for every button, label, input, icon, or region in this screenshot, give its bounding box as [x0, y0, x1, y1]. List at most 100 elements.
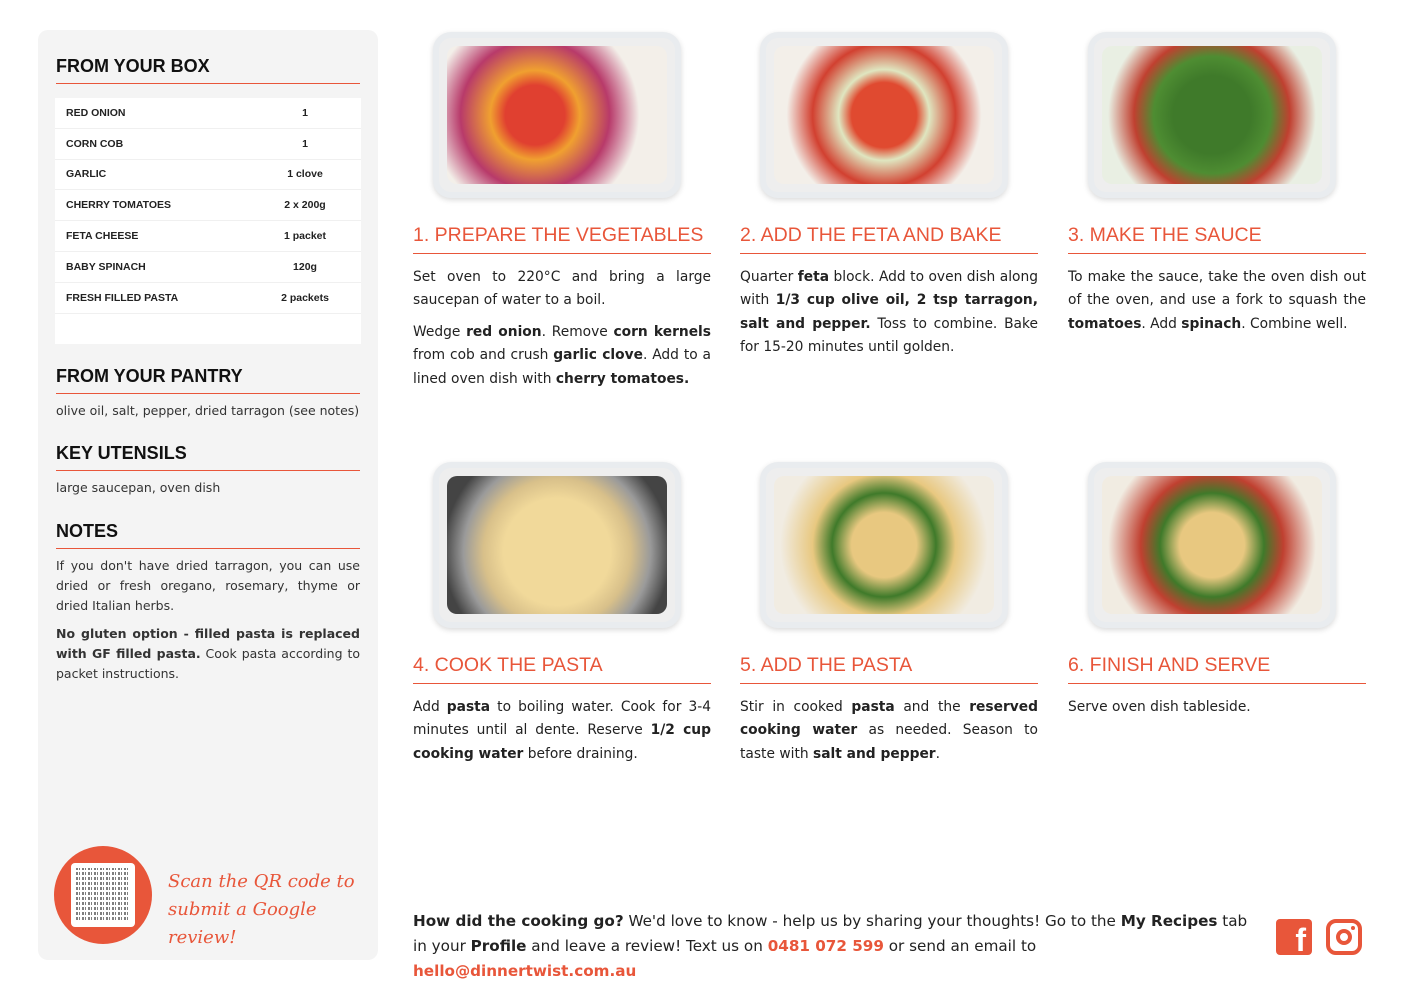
pantry-text: olive oil, salt, pepper, dried tarragon … [56, 403, 360, 418]
step-photo [1088, 462, 1336, 628]
text-segment: feta [797, 269, 830, 285]
facebook-icon[interactable]: f [1276, 919, 1312, 955]
text-segment: block. Add to oven dish along with [740, 269, 1039, 309]
notes-title: NOTES [56, 521, 360, 549]
text-segment: Stir in cooked [740, 699, 852, 715]
text-segment: red onion [466, 323, 542, 340]
text-segment: Cook pasta according to packet instructi… [56, 646, 360, 681]
ingredient-qty: 1 clove [287, 168, 323, 181]
text-segment: . Add [1141, 315, 1182, 332]
sidebar: FROM YOUR BOX RED ONION 1 CORN COB 1 GARLIC 1… [38, 30, 378, 960]
notes-text: If you don't have dried tarragon, you ca… [56, 556, 360, 692]
text-segment: tab in your [413, 912, 1248, 955]
text-segment: . Combine well. [1241, 315, 1348, 332]
qr-caption-line: Scan the QR code to [168, 871, 355, 892]
text-segment: . Add to a lined oven dish with [413, 347, 712, 387]
text-segment: . [935, 745, 940, 762]
step-paragraph: To make the sauce, take the oven dish ou… [1068, 266, 1366, 336]
footer-text: How did the cooking go? We'd love to kno… [413, 909, 1263, 984]
text-segment: No gluten option - filled pasta is repla… [56, 626, 360, 661]
text-segment: Add [413, 699, 447, 715]
step-instructions: Set oven to 220°C and bring a large sauc… [413, 266, 711, 399]
instagram-icon[interactable] [1326, 919, 1362, 955]
ingredient-row: BABY SPINACH 120g [55, 252, 361, 283]
qr-code[interactable] [76, 868, 130, 922]
ingredient-row: FRESH FILLED PASTA 2 packets [55, 283, 361, 314]
step-title: 1. PREPARE THE VEGETABLES [413, 224, 711, 254]
text-segment: to boiling water. Cook for 3-4 minutes u… [413, 699, 711, 739]
text-segment: tomatoes [1068, 315, 1142, 332]
text-segment: 1/3 cup olive oil, 2 tsp tarragon, salt … [740, 292, 1038, 332]
text-segment: We'd love to know - help us by sharing y… [623, 912, 1121, 930]
text-segment: How did the cooking go? [413, 912, 624, 930]
ingredient-name: CORN COB [66, 137, 124, 150]
step-paragraph: Quarter feta block. Add to oven dish alo… [740, 266, 1038, 360]
ingredient-row: GARLIC 1 clove [55, 160, 361, 191]
text-segment: cherry tomatoes. [555, 370, 690, 387]
step-instructions: Stir in cooked pasta and the reserved co… [740, 696, 1038, 774]
text-segment: and leave a review! Text us on [526, 937, 768, 955]
step-paragraph: Add pasta to boiling water. Cook for 3-4… [413, 696, 711, 766]
step-instructions: Quarter feta block. Add to oven dish alo… [740, 266, 1038, 368]
text-segment: pasta [851, 699, 895, 715]
text-segment: before draining. [523, 745, 638, 762]
text-segment: reserved cooking water [740, 699, 1038, 739]
text-segment: corn kernels [613, 323, 711, 340]
text-segment: Set oven to 220°C and bring a large sauc… [413, 269, 711, 309]
text-segment: as needed. Season to taste with [740, 722, 1038, 762]
text-segment: and the [894, 699, 970, 715]
text-segment: Wedge [413, 323, 467, 340]
step-paragraph: Wedge red onion. Remove corn kernels fro… [413, 321, 711, 391]
ingredient-name: FETA CHEESE [66, 230, 139, 243]
step-paragraph: Set oven to 220°C and bring a large sauc… [413, 266, 711, 313]
ingredient-name: RED ONION [66, 106, 126, 119]
ingredient-name: CHERRY TOMATOES [66, 199, 172, 212]
step-title: 6. FINISH AND SERVE [1068, 654, 1366, 684]
ingredients-table: RED ONION 1 CORN COB 1 GARLIC 1 clove CHERRY T… [55, 98, 361, 344]
text-segment: 1/2 cup cooking water [413, 722, 711, 762]
ingredient-qty: 120g [293, 260, 317, 273]
contact-link[interactable]: 0481 072 599 [767, 937, 884, 955]
from-your-box-title: FROM YOUR BOX [56, 56, 360, 84]
step-instructions: Add pasta to boiling water. Cook for 3-4… [413, 696, 711, 774]
utensils-title: KEY UTENSILS [56, 443, 360, 471]
step-title: 5. ADD THE PASTA [740, 654, 1038, 684]
ingredient-name: FRESH FILLED PASTA [66, 291, 179, 304]
text-segment: If you don't have dried tarragon, you ca… [56, 558, 360, 613]
step-paragraph: Serve oven dish tableside. [1068, 696, 1366, 719]
step-title: 4. COOK THE PASTA [413, 654, 711, 684]
ingredient-row: RED ONION 1 [55, 98, 361, 129]
utensils-text: large saucepan, oven dish [56, 480, 221, 495]
step-title: 3. MAKE THE SAUCE [1068, 224, 1366, 254]
contact-link[interactable]: hello@dinnertwist.com.au [413, 962, 637, 980]
text-segment: To make the sauce, take the oven dish ou… [1068, 269, 1366, 309]
ingredient-name: BABY SPINACH [66, 260, 146, 273]
ingredient-qty: 2 x 200g [284, 199, 326, 212]
ingredient-qty: 1 [302, 137, 308, 150]
step-photo [760, 462, 1008, 628]
ingredient-row: CORN COB 1 [55, 129, 361, 160]
step-title: 2. ADD THE FETA AND BAKE [740, 224, 1038, 254]
ingredient-row: CHERRY TOMATOES 2 x 200g [55, 190, 361, 222]
step-photo [433, 462, 681, 628]
text-segment: Quarter [740, 269, 798, 285]
step-instructions: To make the sauce, take the oven dish ou… [1068, 266, 1366, 344]
ingredient-name: GARLIC [66, 168, 107, 181]
ingredient-qty: 2 packets [281, 291, 329, 304]
qr-caption-line: submit a Google review! [168, 899, 317, 948]
ingredient-qty: 1 [302, 106, 308, 119]
ingredient-row: FETA CHEESE 1 packet [55, 221, 361, 252]
step-photo [433, 32, 681, 198]
step-photo [760, 32, 1008, 198]
step-paragraph: Stir in cooked pasta and the reserved co… [740, 696, 1038, 766]
text-segment: from cob and crush [413, 347, 554, 364]
text-segment: Profile [470, 937, 527, 955]
text-segment: spinach [1181, 315, 1242, 332]
qr-caption: Scan the QR code to submit a Google revie… [168, 868, 378, 952]
step-photo [1088, 32, 1336, 198]
ingredient-qty: 1 packet [283, 230, 327, 243]
text-segment: Serve oven dish tableside. [1068, 699, 1251, 715]
text-segment: garlic clove [553, 347, 643, 364]
qr-badge[interactable] [54, 846, 152, 944]
note-paragraph: No gluten option - filled pasta is repla… [56, 624, 360, 684]
